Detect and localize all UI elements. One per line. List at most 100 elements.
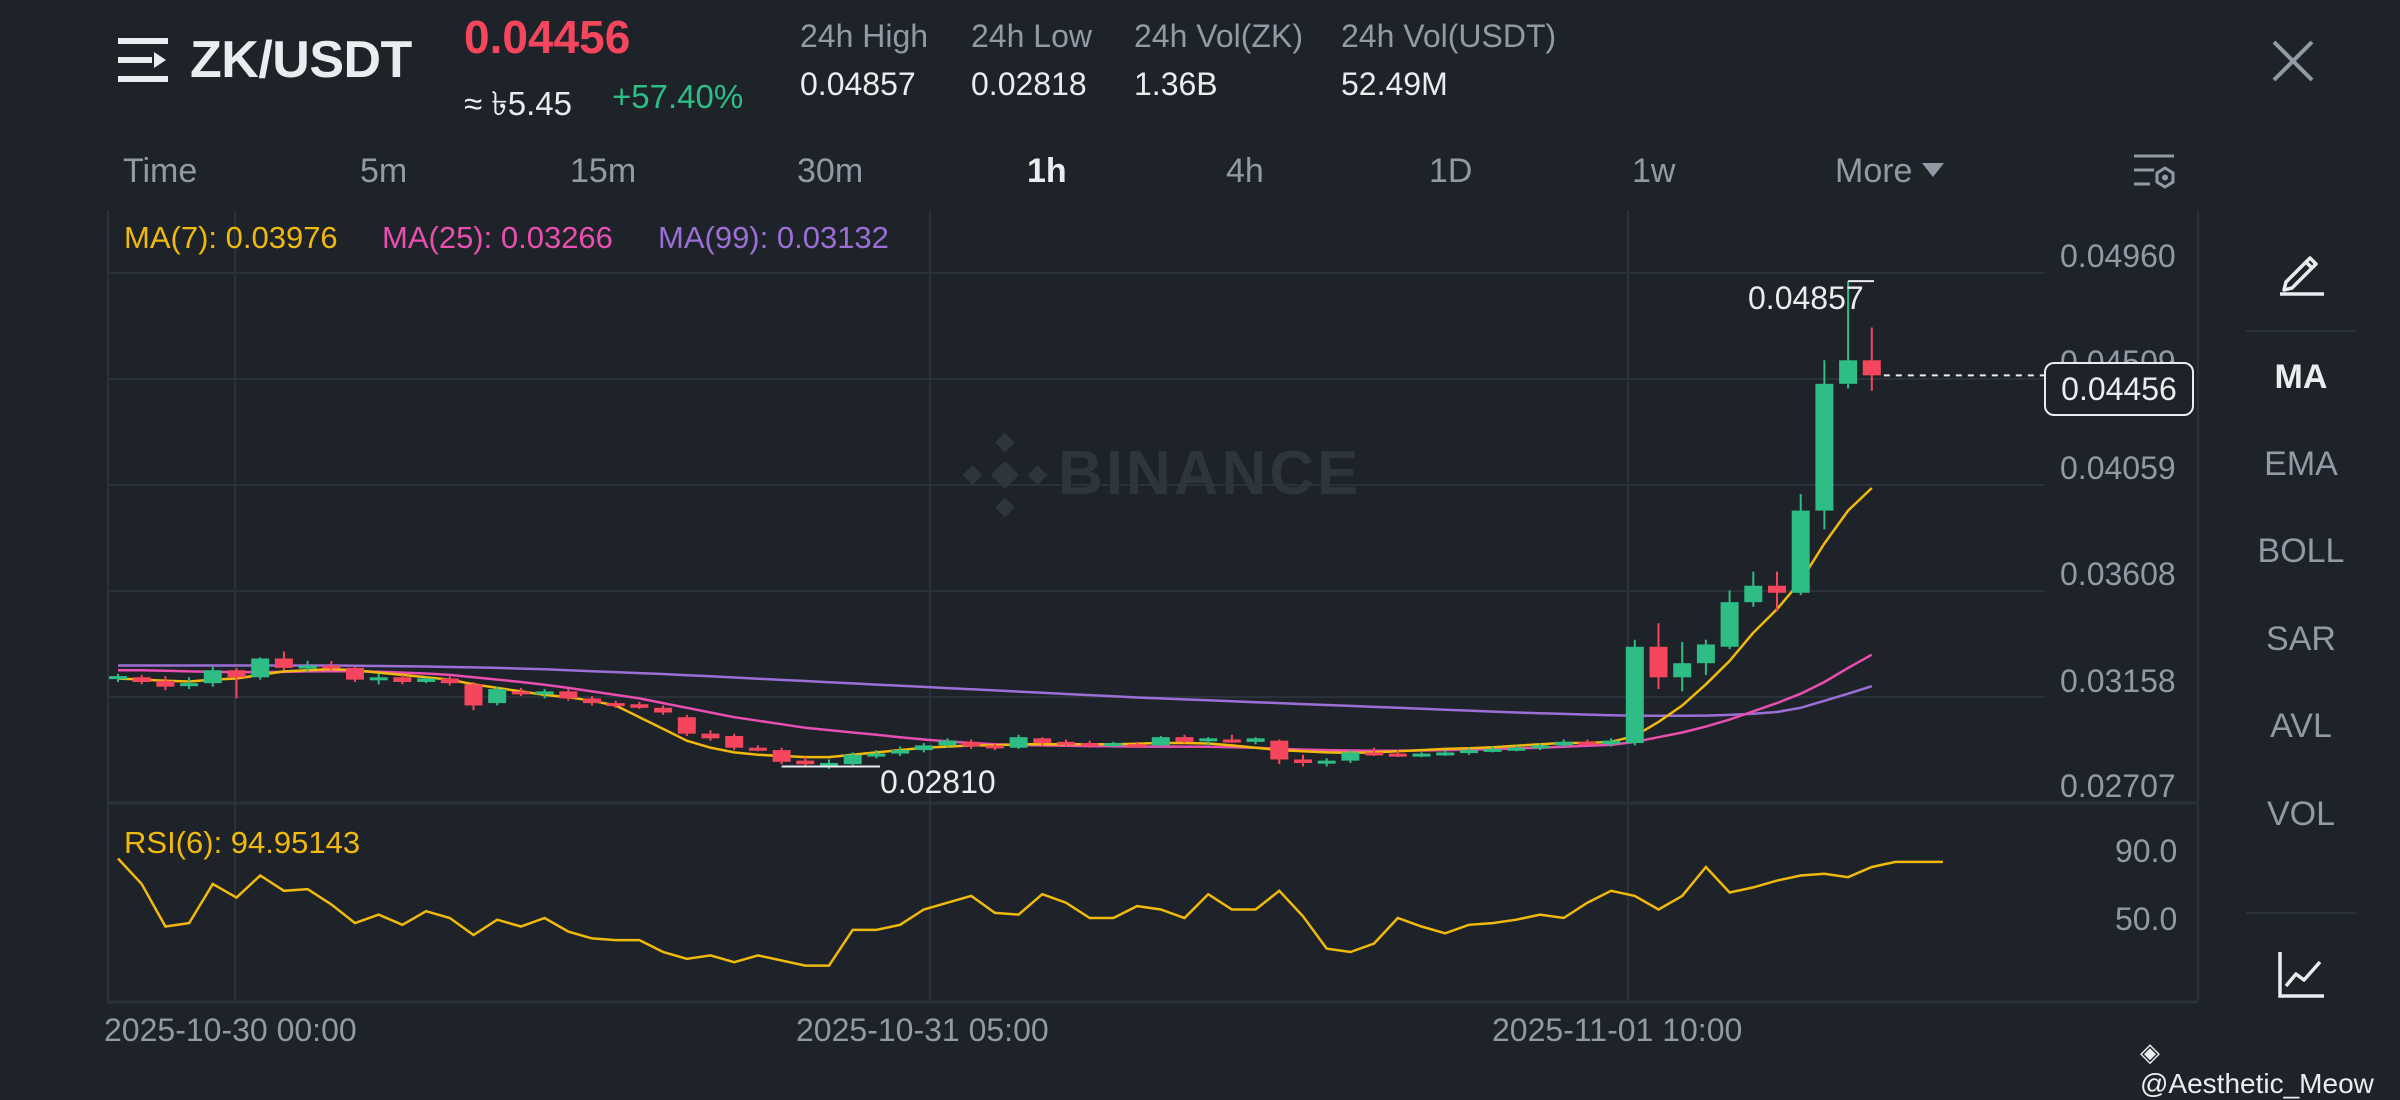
high-low-markers	[781, 280, 2044, 768]
candle-body	[1270, 740, 1289, 760]
approx-local-price: ≈ ৳5.45	[464, 85, 572, 122]
candle-body	[1080, 743, 1099, 747]
side-panel-divider	[2246, 912, 2356, 914]
tab-1w[interactable]: 1w	[1632, 152, 1676, 190]
candle-body	[1365, 752, 1384, 756]
pencil-icon[interactable]	[2276, 244, 2328, 296]
candle-body	[1151, 737, 1170, 746]
candle-body	[109, 676, 127, 680]
candle-body	[583, 698, 601, 704]
rsi-axis-tick: 50.0	[2115, 901, 2178, 937]
ma99-legend[interactable]: MA(99): 0.03132	[658, 220, 889, 255]
candle-body	[962, 741, 981, 747]
candle-body	[1602, 740, 1621, 745]
indicator-sar-button[interactable]: SAR	[2266, 620, 2336, 658]
candle-body	[1294, 759, 1312, 763]
tab-more[interactable]: More	[1835, 152, 1945, 191]
tab-5m[interactable]: 5m	[360, 152, 408, 190]
tab-15m[interactable]: 15m	[570, 152, 637, 190]
indicator-avl-button[interactable]: AVL	[2270, 707, 2332, 745]
candle-body	[1554, 741, 1573, 746]
candle-body	[156, 680, 175, 687]
candle-body	[488, 689, 507, 704]
price-axis-tick: 0.04059	[2060, 450, 2176, 486]
binance-watermark-text: BINANCE	[1058, 439, 1362, 508]
chart-grid	[107, 210, 2199, 1004]
line-chart-icon[interactable]	[2276, 948, 2328, 1000]
candle-body	[535, 691, 554, 695]
candle-body	[1388, 753, 1407, 757]
candle-body	[654, 707, 673, 713]
close-icon[interactable]	[2268, 36, 2318, 86]
candle-body	[227, 670, 246, 678]
stat-24h-vol-quote-label: 24h Vol(USDT)	[1341, 18, 1557, 54]
ma99-line	[118, 664, 1873, 718]
candle-body	[1459, 750, 1478, 754]
candle-body	[1791, 510, 1810, 593]
candle-body	[1199, 738, 1218, 742]
stat-24h-vol-base-value: 1.36B	[1134, 66, 1218, 102]
stat-24h-low-label: 24h Low	[971, 18, 1092, 54]
date-axis-tick: 2025-10-30 00:00	[104, 1012, 357, 1048]
candle-body	[985, 745, 1004, 749]
date-axis-tick: 2025-11-01 10:00	[1492, 1012, 1743, 1048]
candle-body	[1768, 585, 1786, 593]
caret-down-icon	[1922, 163, 1945, 178]
rsi-line	[117, 857, 1943, 967]
price-change-percent: +57.40%	[612, 78, 744, 115]
trading-pair-title[interactable]: ZK/USDT	[190, 31, 412, 89]
candle-body	[203, 670, 222, 684]
candle-body	[1009, 737, 1028, 748]
price-axis-tick: 0.04960	[2060, 238, 2176, 274]
tab-more-label: More	[1835, 152, 1913, 190]
tab-4h[interactable]: 4h	[1226, 152, 1264, 190]
candle-body	[1578, 741, 1597, 745]
candle-body	[1696, 644, 1715, 664]
ma25-line	[118, 653, 1873, 753]
candle-body	[867, 753, 886, 757]
chart-settings-icon[interactable]	[2130, 148, 2178, 196]
author-handle: @Aesthetic_Meow	[2140, 1068, 2374, 1099]
candle-body	[677, 717, 696, 734]
candle-body	[1862, 360, 1881, 376]
candle-body	[748, 747, 767, 751]
menu-icon[interactable]	[118, 36, 168, 84]
candle-body	[1483, 748, 1502, 752]
candle-body	[1673, 663, 1692, 678]
rsi-axis-tick: 90.0	[2115, 833, 2178, 869]
candle-body	[1317, 760, 1336, 764]
ma7-legend[interactable]: MA(7): 0.03976	[124, 220, 338, 255]
tab-time[interactable]: Time	[123, 152, 198, 190]
tab-1d[interactable]: 1D	[1429, 152, 1473, 190]
ma99-path	[118, 664, 1873, 718]
candle-body	[606, 703, 625, 707]
binance-logo-watermark	[962, 432, 1048, 518]
candle-body	[630, 704, 649, 708]
candle-body	[559, 691, 578, 699]
candle-body	[1104, 743, 1123, 747]
candle-body	[938, 740, 957, 746]
tab-30m[interactable]: 30m	[797, 152, 864, 190]
high-price-marker: 0.04857	[1748, 280, 1864, 316]
candle-body	[1341, 752, 1360, 761]
candle-body	[1128, 744, 1147, 748]
indicator-vol-button[interactable]: VOL	[2266, 795, 2336, 833]
candle-body	[440, 678, 459, 684]
candle-body	[298, 665, 317, 669]
indicator-boll-button[interactable]: BOLL	[2257, 532, 2345, 570]
candle-body	[180, 683, 199, 687]
candle-body	[393, 677, 412, 682]
indicator-ma-button[interactable]: MA	[2274, 358, 2328, 396]
indicator-ema-button[interactable]: EMA	[2264, 445, 2338, 483]
tab-1h[interactable]: 1h	[1027, 152, 1067, 190]
stat-24h-low-value: 0.02818	[971, 66, 1087, 102]
rsi-legend[interactable]: RSI(6): 94.95143	[124, 825, 361, 860]
rsi-path	[117, 857, 1943, 967]
candle-body	[274, 658, 293, 668]
low-price-marker: 0.02810	[880, 764, 996, 800]
candle-body	[1815, 383, 1834, 511]
ma25-legend[interactable]: MA(25): 0.03266	[382, 220, 613, 255]
candle-body	[1436, 752, 1455, 756]
last-price: 0.04456	[464, 11, 631, 63]
